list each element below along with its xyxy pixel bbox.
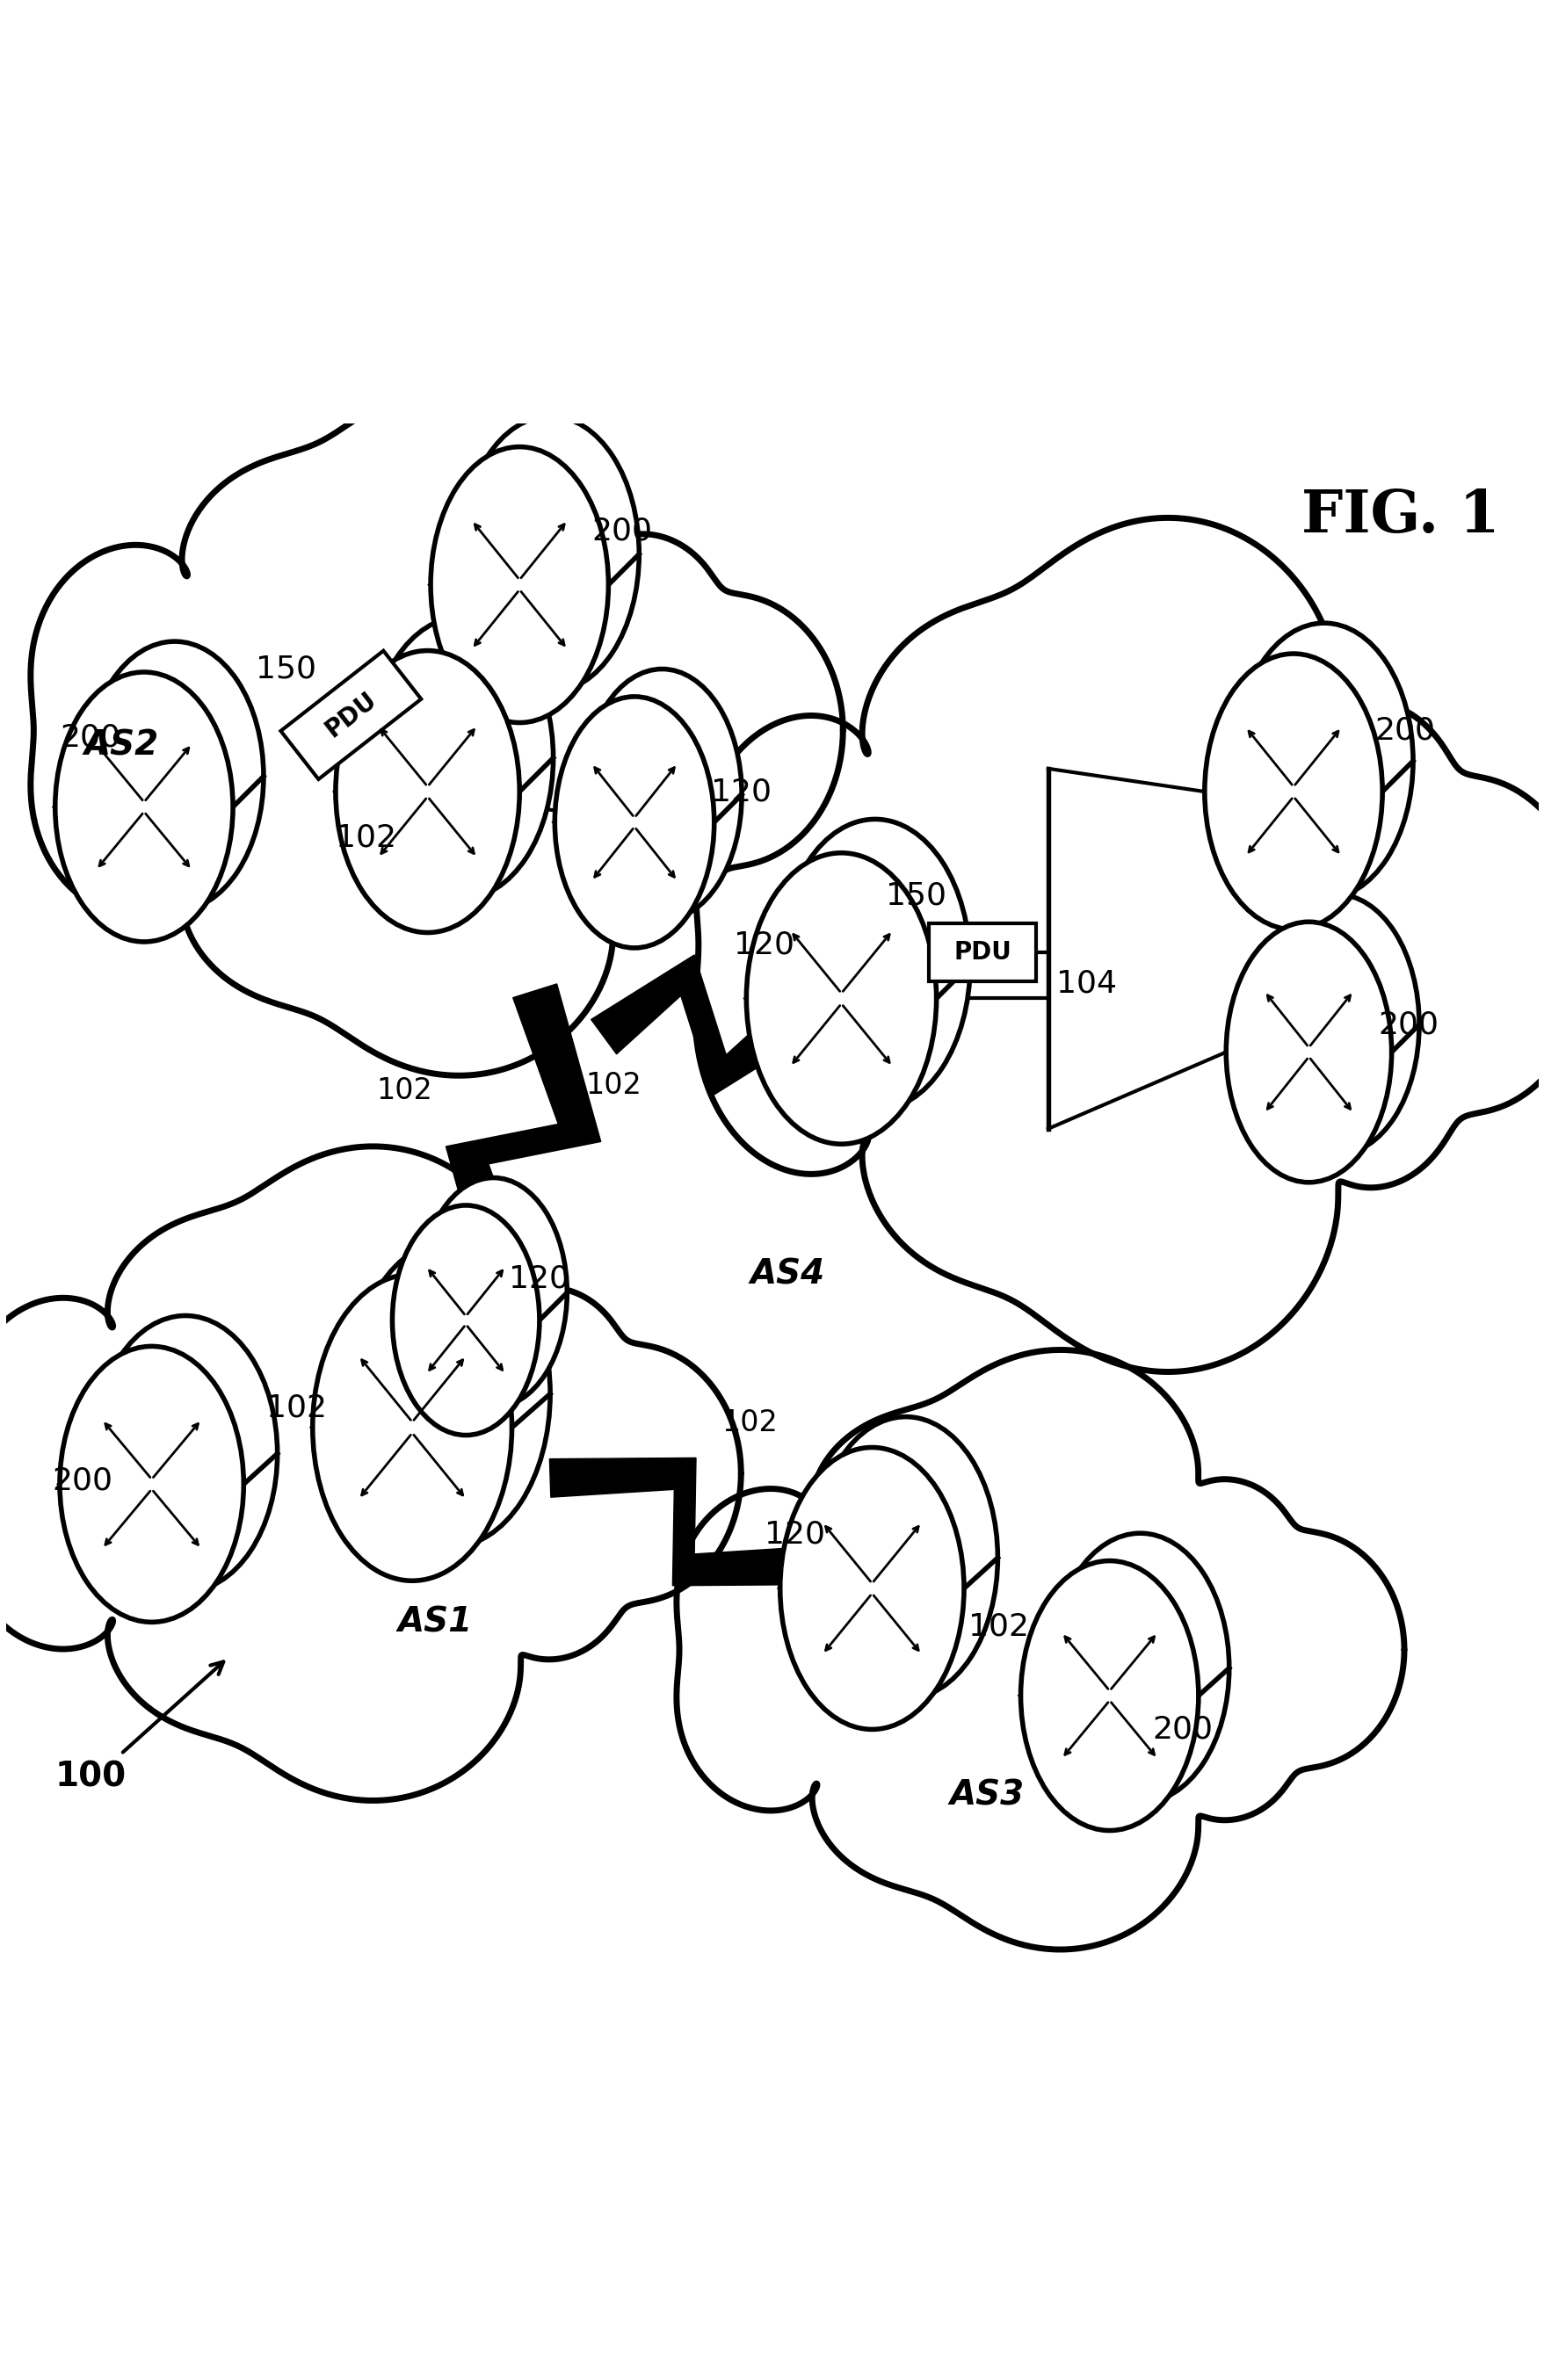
Ellipse shape — [93, 1316, 278, 1592]
Ellipse shape — [431, 447, 608, 724]
Polygon shape — [591, 954, 815, 1095]
Polygon shape — [31, 386, 843, 1076]
Ellipse shape — [746, 852, 936, 1145]
Text: AS4: AS4 — [750, 1257, 824, 1290]
Ellipse shape — [369, 616, 553, 900]
Text: 120: 120 — [710, 776, 772, 807]
Ellipse shape — [56, 671, 233, 942]
Ellipse shape — [554, 697, 713, 947]
Text: 200: 200 — [591, 516, 652, 545]
Ellipse shape — [1204, 654, 1382, 931]
Polygon shape — [446, 983, 601, 1304]
Text: 102: 102 — [968, 1611, 1028, 1642]
Ellipse shape — [335, 650, 519, 933]
Ellipse shape — [312, 1273, 511, 1580]
Polygon shape — [550, 1459, 818, 1585]
Text: 102: 102 — [335, 823, 397, 852]
Ellipse shape — [1051, 1533, 1229, 1804]
Text: 104: 104 — [1056, 969, 1116, 997]
Text: 200: 200 — [1374, 716, 1434, 745]
Ellipse shape — [780, 1447, 963, 1730]
Ellipse shape — [420, 1178, 567, 1407]
Ellipse shape — [392, 1204, 539, 1435]
Ellipse shape — [780, 819, 970, 1111]
Text: 150: 150 — [885, 881, 946, 912]
Text: 200: 200 — [60, 724, 120, 752]
Ellipse shape — [462, 416, 639, 693]
Text: PDU: PDU — [953, 940, 1011, 964]
Text: 200: 200 — [52, 1466, 113, 1497]
Polygon shape — [281, 650, 422, 778]
Text: 200: 200 — [1377, 1009, 1437, 1040]
Ellipse shape — [1226, 921, 1391, 1183]
Ellipse shape — [1235, 624, 1413, 900]
Polygon shape — [928, 923, 1036, 981]
Text: FIG. 1: FIG. 1 — [1302, 488, 1499, 545]
Ellipse shape — [60, 1347, 244, 1623]
Text: AS3: AS3 — [950, 1778, 1024, 1811]
Text: 102: 102 — [585, 1071, 641, 1100]
Text: 100: 100 — [54, 1761, 127, 1795]
Ellipse shape — [86, 643, 264, 912]
Ellipse shape — [582, 669, 741, 921]
Ellipse shape — [350, 1240, 550, 1547]
Text: 102: 102 — [721, 1409, 778, 1438]
Polygon shape — [676, 1349, 1403, 1949]
Text: AS2: AS2 — [83, 728, 159, 762]
Text: PDU: PDU — [321, 688, 381, 743]
Ellipse shape — [1254, 895, 1419, 1154]
Text: 150: 150 — [256, 654, 317, 683]
Polygon shape — [695, 519, 1544, 1371]
Polygon shape — [0, 1147, 741, 1802]
Text: 200: 200 — [1152, 1714, 1212, 1745]
Text: AS1: AS1 — [398, 1606, 472, 1640]
Text: 102: 102 — [375, 1076, 432, 1104]
Text: 120: 120 — [764, 1521, 824, 1549]
Ellipse shape — [1021, 1561, 1198, 1830]
Ellipse shape — [814, 1416, 997, 1699]
Text: 120: 120 — [733, 931, 794, 959]
Text: 102: 102 — [267, 1392, 327, 1423]
Text: 120: 120 — [508, 1264, 570, 1295]
